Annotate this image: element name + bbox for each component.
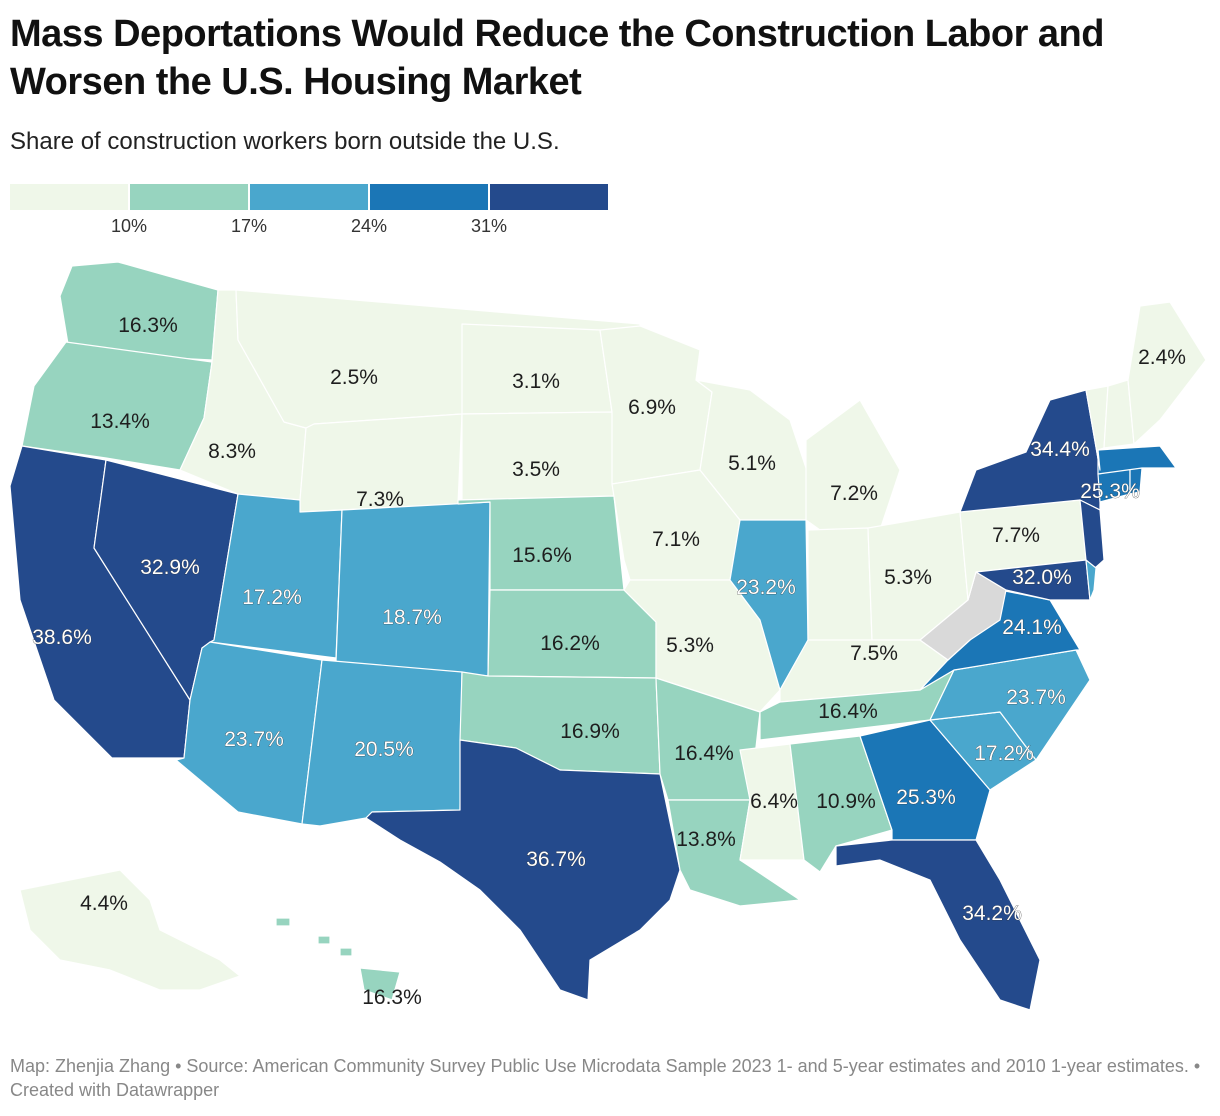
legend-tick: 17% xyxy=(230,216,268,236)
state-de xyxy=(1085,559,1097,601)
legend-swatch-5 xyxy=(490,184,608,210)
state-label-ks: 16.2% xyxy=(540,632,600,655)
state-mi xyxy=(805,399,901,531)
state-label-la: 13.8% xyxy=(676,828,736,851)
state-label-al: 10.9% xyxy=(816,790,876,813)
state-label-mn: 6.9% xyxy=(628,396,676,419)
state-label-ms: 6.4% xyxy=(750,790,798,813)
state-label-wa: 16.3% xyxy=(118,314,178,337)
state-nd xyxy=(461,323,613,415)
state-label-ut: 17.2% xyxy=(242,586,302,609)
state-ak xyxy=(19,869,241,991)
us-choropleth-map: 16.3% 13.4% 38.6% 32.9% 8.3% 2.5% 7.3% 17.2% 23.… xyxy=(9,261,1207,1011)
state-label-me: 2.4% xyxy=(1138,346,1186,369)
state-label-ok: 16.9% xyxy=(560,720,620,743)
legend-tick: 24% xyxy=(350,216,388,236)
state-label-tn: 16.4% xyxy=(818,700,878,723)
state-label-nd: 3.1% xyxy=(512,370,560,393)
state-label-ny: 34.4% xyxy=(1030,438,1090,461)
state-in xyxy=(807,527,873,651)
legend-swatch-3 xyxy=(250,184,368,210)
state-hi xyxy=(275,917,401,1001)
state-tx xyxy=(365,739,681,1001)
chart-footer: Map: Zhenjia Zhang • Source: American Co… xyxy=(10,1056,1201,1100)
state-label-sd: 3.5% xyxy=(512,458,560,481)
legend-swatch-4 xyxy=(370,184,488,210)
color-legend: 10% 17% 24% 31% xyxy=(10,184,610,244)
state-label-ia: 7.1% xyxy=(652,528,700,551)
chart-title: Mass Deportations Would Reduce the Const… xyxy=(10,13,1104,103)
legend-tick: 31% xyxy=(470,216,508,236)
state-label-mo: 5.3% xyxy=(666,634,714,657)
state-label-fl: 34.2% xyxy=(962,902,1022,925)
state-label-ak: 4.4% xyxy=(80,892,128,915)
state-label-nj: 32.0% xyxy=(1012,566,1072,589)
state-label-ar: 16.4% xyxy=(674,742,734,765)
state-label-nm: 20.5% xyxy=(354,738,414,761)
state-label-oh: 5.3% xyxy=(884,566,932,589)
state-ms xyxy=(739,743,805,861)
state-label-sc: 17.2% xyxy=(974,742,1034,765)
legend-swatch-2 xyxy=(130,184,248,210)
state-md xyxy=(975,559,1091,601)
state-label-va: 24.1% xyxy=(1002,616,1062,639)
state-label-tx: 36.7% xyxy=(526,848,586,871)
legend-tick: 10% xyxy=(110,216,148,236)
state-label-hi: 16.3% xyxy=(362,986,422,1009)
state-co xyxy=(335,501,491,677)
state-label-ca: 38.6% xyxy=(32,626,92,649)
state-sd xyxy=(461,411,615,501)
state-label-pa: 7.7% xyxy=(992,524,1040,547)
state-label-wi: 5.1% xyxy=(728,452,776,475)
state-label-wy: 7.3% xyxy=(356,488,404,511)
state-label-nv: 32.9% xyxy=(140,556,200,579)
state-label-co: 18.7% xyxy=(382,606,442,629)
state-label-ne: 15.6% xyxy=(512,544,572,567)
state-label-ga: 25.3% xyxy=(896,786,956,809)
state-label-ma: 25.3% xyxy=(1080,480,1140,503)
state-vt xyxy=(1085,385,1109,471)
state-label-mi: 7.2% xyxy=(830,482,878,505)
state-label-or: 13.4% xyxy=(90,410,150,433)
state-ma xyxy=(1097,445,1177,475)
state-label-nc: 23.7% xyxy=(1006,686,1066,709)
state-label-mt: 2.5% xyxy=(330,366,378,389)
legend-swatch-1 xyxy=(10,184,128,210)
chart-subtitle: Share of construction workers born outsi… xyxy=(10,128,560,155)
state-label-il: 23.2% xyxy=(736,576,796,599)
state-me xyxy=(1127,301,1207,445)
state-label-az: 23.7% xyxy=(224,728,284,751)
state-fl xyxy=(835,839,1041,1011)
state-label-id: 8.3% xyxy=(208,440,256,463)
state-label-in: 7.5% xyxy=(850,642,898,665)
